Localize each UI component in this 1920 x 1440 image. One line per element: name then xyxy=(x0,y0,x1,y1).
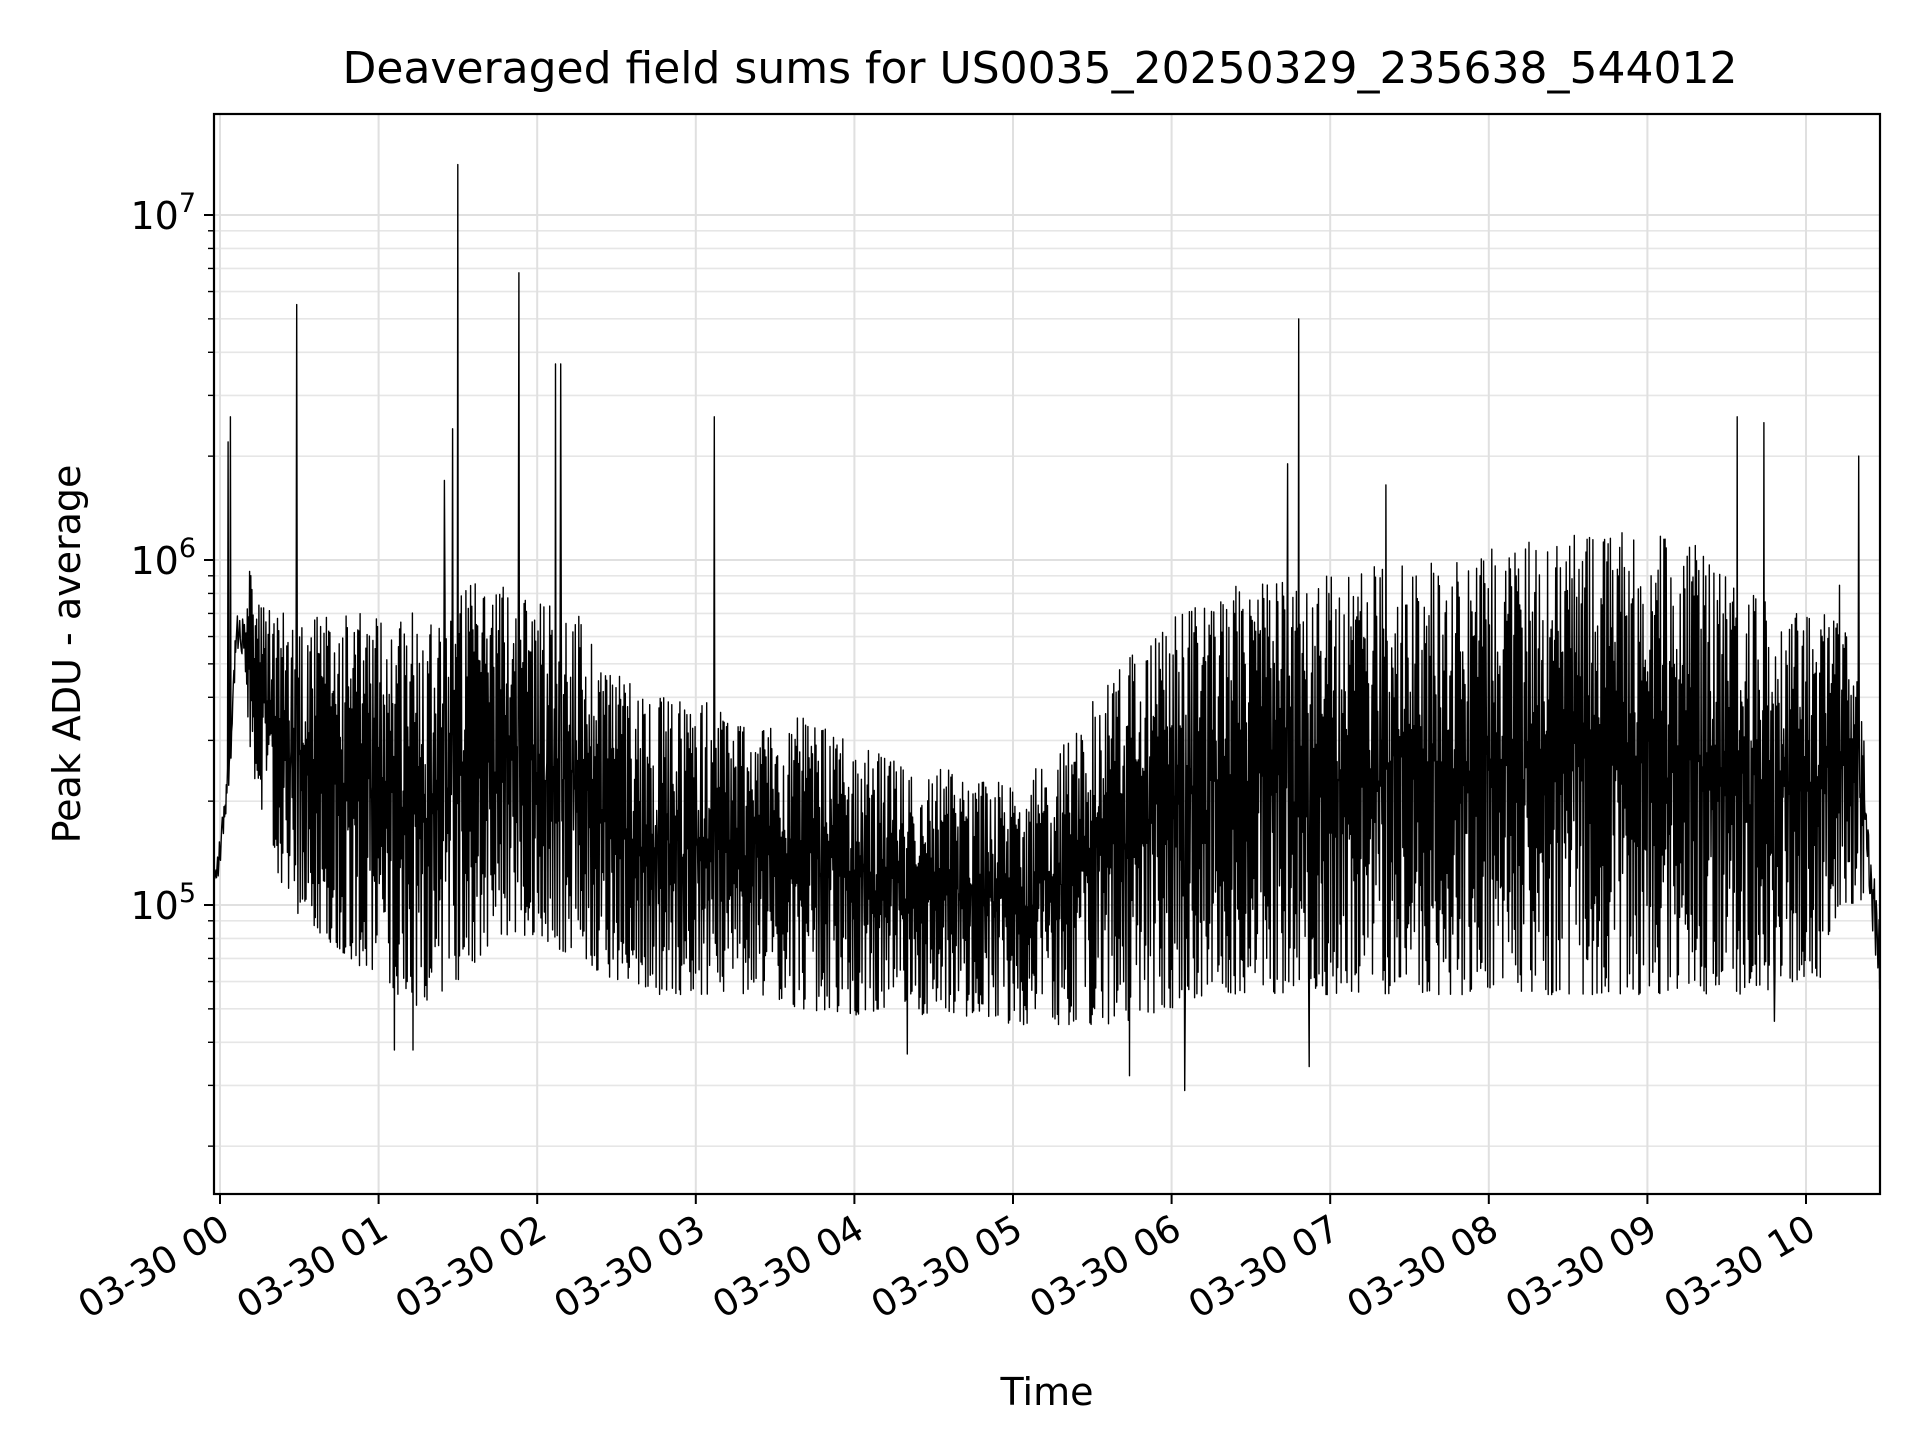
y-tick-label: 105 xyxy=(130,878,196,928)
y-axis: 105 106 107 xyxy=(130,188,214,1147)
series-line xyxy=(214,163,1880,1092)
y-axis-label: Peak ADU - average xyxy=(45,465,89,844)
series-layer xyxy=(214,163,1880,1092)
plot-frame xyxy=(212,112,1882,1196)
x-axis-label: Time xyxy=(1000,1370,1094,1414)
y-tick-label: 106 xyxy=(130,533,196,583)
y-tick-label: 107 xyxy=(130,188,196,238)
chart-title: Deaveraged field sums for US0035_2025032… xyxy=(343,43,1738,94)
